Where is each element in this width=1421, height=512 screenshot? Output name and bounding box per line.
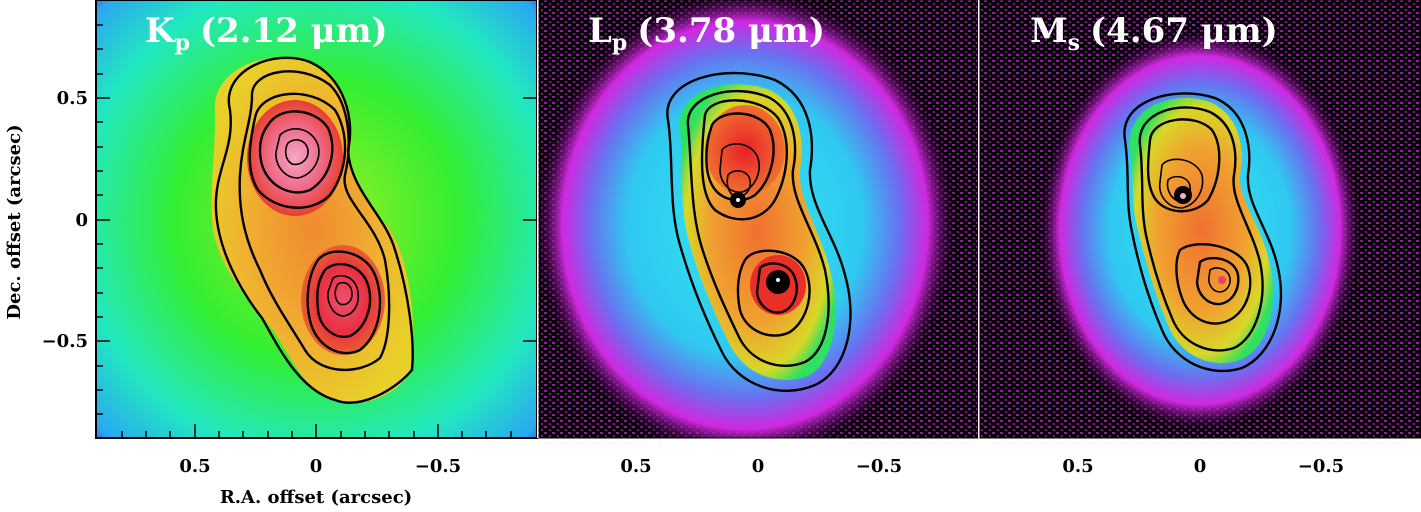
x-tick-label: −0.5 xyxy=(1298,456,1344,477)
x-axis-l: 0.5 0 −0.5 xyxy=(620,456,902,477)
panel-l xyxy=(538,0,978,438)
x-tick-label: −0.5 xyxy=(415,456,461,477)
y-tick-label: −0.5 xyxy=(42,331,88,352)
x-tick-label: 0.5 xyxy=(179,456,210,477)
y-axis-label: Dec. offset (arcsec) xyxy=(4,124,25,319)
x-axis-m: 0.5 0 −0.5 xyxy=(1062,456,1344,477)
x-tick-label: −0.5 xyxy=(856,456,902,477)
panel-m-title: Ms (4.67 μm) xyxy=(1030,11,1278,56)
panel-k-contours xyxy=(214,56,414,404)
x-tick-label: 0 xyxy=(310,456,323,477)
x-axis-label: R.A. offset (arcsec) xyxy=(220,487,412,508)
x-tick-label: 0.5 xyxy=(620,456,651,477)
panel-k-north-peak xyxy=(247,100,343,216)
panel-l-north-peak xyxy=(705,105,785,195)
y-axis: 0.5 0 −0.5 Dec. offset (arcsec) xyxy=(4,24,537,415)
panel-l-contours xyxy=(666,71,852,393)
panel-m-south-core xyxy=(1218,276,1226,284)
x-axis-k: 0.5 0 −0.5 R.A. offset (arcsec) xyxy=(121,424,512,508)
x-tick-label: 0 xyxy=(752,456,765,477)
x-tick-label: 0 xyxy=(1194,456,1207,477)
panel-m xyxy=(980,0,1421,438)
x-tick-label: 0.5 xyxy=(1062,456,1093,477)
panel-k-south-peak xyxy=(301,245,385,355)
panel-k xyxy=(96,0,537,438)
panel-k-title: Kp (2.12 μm) xyxy=(145,11,388,56)
panel-m-frame xyxy=(979,0,1421,439)
panel-m-contours xyxy=(1123,92,1283,373)
y-tick-label: 0.5 xyxy=(57,88,88,109)
panel-l-title: Lp (3.78 μm) xyxy=(588,11,825,56)
panel-m-emission xyxy=(1129,98,1274,364)
y-tick-label: 0 xyxy=(75,210,88,231)
